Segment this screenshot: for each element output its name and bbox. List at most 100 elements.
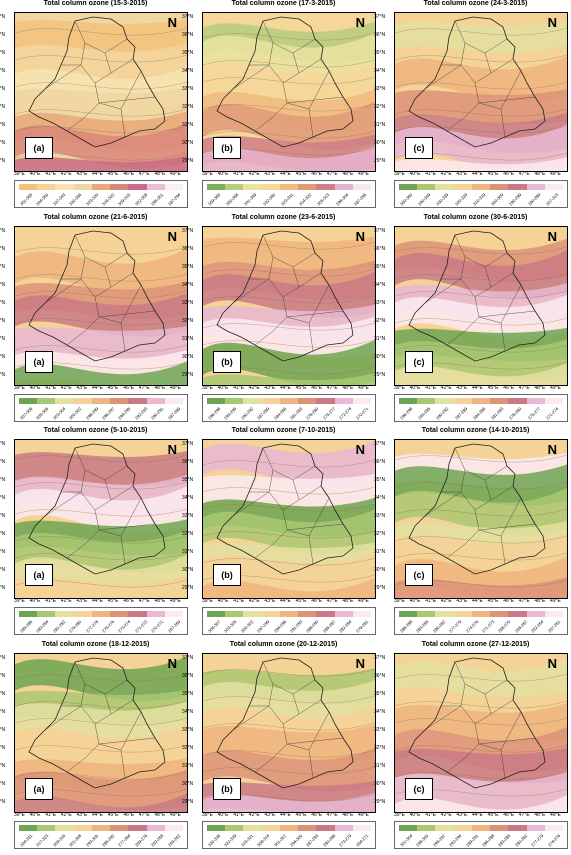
province-boundary	[446, 102, 480, 132]
legend-swatch	[435, 611, 454, 617]
longitude-label: 40°E	[29, 171, 41, 177]
legend-swatch	[334, 398, 353, 404]
legend-range-label: 287-289	[256, 406, 271, 421]
legend-range-label: 271-272	[133, 619, 149, 634]
legend-range-label: 273-274	[117, 619, 132, 634]
longitude-label: 44°E	[280, 598, 291, 604]
longitude-label: 41°E	[45, 598, 57, 604]
ozone-map: N (b)	[202, 439, 376, 599]
ozone-contour-band	[203, 553, 375, 595]
legend-range-label: 293-295	[223, 406, 238, 421]
longitude-label: 41°E	[45, 812, 57, 818]
ozone-contour-line	[15, 246, 187, 255]
legend-range-label: 308-314	[256, 833, 271, 848]
legend-range-label: 284-286	[272, 406, 288, 421]
legend-swatch	[110, 825, 129, 831]
ozone-contour-line	[203, 459, 375, 468]
longitude-label: 48°E	[342, 171, 354, 177]
longitude-label: 49°E	[550, 385, 561, 391]
province-boundary	[474, 70, 522, 110]
latitude-label: 29°N	[0, 585, 6, 591]
province-boundary	[94, 70, 142, 110]
latitude-label: 30°N	[0, 567, 6, 573]
ozone-contour-band	[203, 509, 375, 555]
longitude-label: 43°E	[456, 812, 468, 818]
map-panel: Total column ozone (17-3-2015) N (b) 37°N 36…	[182, 0, 376, 210]
longitude-label: 46°E	[311, 171, 323, 177]
longitude-label: 40°E	[29, 598, 41, 604]
legend-range-label: 291-293	[289, 619, 304, 634]
ozone-legend: 301-304 298-300 295-297 292-294 289-291 286-2…	[394, 821, 568, 849]
province-boundary	[500, 322, 506, 352]
legend-range-label: 279-281	[354, 619, 370, 634]
longitude-label: 40°E	[409, 812, 421, 818]
legend-swatch	[110, 184, 129, 190]
latitude-label: 34°N	[182, 709, 194, 715]
province-boundary	[308, 108, 314, 138]
latitude-label: 35°N	[182, 264, 194, 270]
longitude-label: 46°E	[123, 385, 135, 391]
legend-range-label: 283-284	[35, 619, 50, 634]
latitude-label: 29°N	[182, 372, 194, 378]
ozone-contour-band	[203, 145, 375, 171]
province-boundary	[254, 102, 288, 132]
ozone-contour-line	[203, 130, 375, 139]
latitude-label: 34°N	[374, 282, 386, 288]
longitude-label: 42°E	[60, 598, 72, 604]
latitude-label: 36°N	[0, 459, 6, 465]
panel-title: Total column ozone (24-3-2015)	[423, 0, 528, 7]
legend-swatch	[508, 825, 527, 831]
longitude-label: 44°E	[280, 171, 291, 177]
legend-swatch	[435, 398, 454, 404]
longitude-axis: 39°E 40°E 41°E 42°E 43°E 44°E 45°E 46°E 47°E 48°E…	[202, 598, 374, 605]
latitude-label: 30°N	[182, 567, 194, 573]
province-boundary	[74, 447, 128, 481]
legend-swatch	[110, 611, 129, 617]
legend-swatch	[128, 398, 147, 404]
legend-range-label: 277-278	[84, 619, 100, 634]
longitude-axis: 39°E 40°E 41°E 42°E 43°E 44°E 45°E 46°E 47°E 48°E…	[14, 171, 186, 178]
province-boundary	[446, 529, 480, 559]
latitude-label: 33°N	[182, 300, 194, 306]
ozone-contour-line	[203, 103, 375, 112]
longitude-label: 43°E	[456, 598, 468, 604]
latitude-label: 35°N	[182, 50, 194, 56]
legend-swatch	[146, 825, 165, 831]
province-boundary	[500, 749, 506, 779]
panel-title: Total column ozone (5-10-2015)	[43, 427, 148, 434]
province-boundary	[254, 316, 288, 346]
legend-swatch	[490, 398, 509, 404]
province-boundary	[98, 737, 156, 745]
legend-swatch	[243, 184, 262, 190]
province-boundary	[44, 278, 82, 304]
legend-range-label: 287-295	[352, 192, 368, 207]
legend-range-label: 275-277	[321, 406, 337, 421]
latitude-label: 35°N	[0, 691, 6, 697]
legend-swatch	[352, 184, 371, 190]
longitude-label: 40°E	[217, 171, 229, 177]
latitude-label: 29°N	[0, 158, 6, 164]
longitude-label: 48°E	[534, 598, 546, 604]
longitude-axis: 39°E 40°E 41°E 42°E 43°E 44°E 45°E 46°E 47°E 48°E…	[394, 385, 566, 392]
longitude-label: 49°E	[170, 171, 181, 177]
legend-swatch	[399, 825, 418, 831]
ozone-legend: 324-331 317-323 309-316 301-308 293-300 285-2…	[14, 821, 188, 849]
legend-swatch	[37, 611, 56, 617]
ozone-map: N (c)	[394, 226, 568, 386]
longitude-label: 39°E	[202, 385, 213, 391]
ozone-map: N (c)	[394, 653, 568, 813]
latitude-label: 32°N	[374, 745, 386, 751]
longitude-label: 49°E	[170, 812, 181, 818]
ozone-contour-band	[395, 250, 567, 299]
legend-range-label: 293-300	[84, 833, 100, 848]
longitude-label: 45°E	[295, 812, 307, 818]
longitude-label: 39°E	[394, 812, 405, 818]
province-boundary	[44, 705, 82, 731]
longitude-label: 49°E	[358, 812, 369, 818]
latitude-label: 29°N	[374, 158, 386, 164]
north-arrow-label: N	[547, 15, 557, 30]
longitude-label: 48°E	[534, 385, 546, 391]
longitude-label: 40°E	[29, 812, 41, 818]
province-boundary	[262, 20, 316, 54]
ozone-map: N (a)	[14, 226, 188, 386]
